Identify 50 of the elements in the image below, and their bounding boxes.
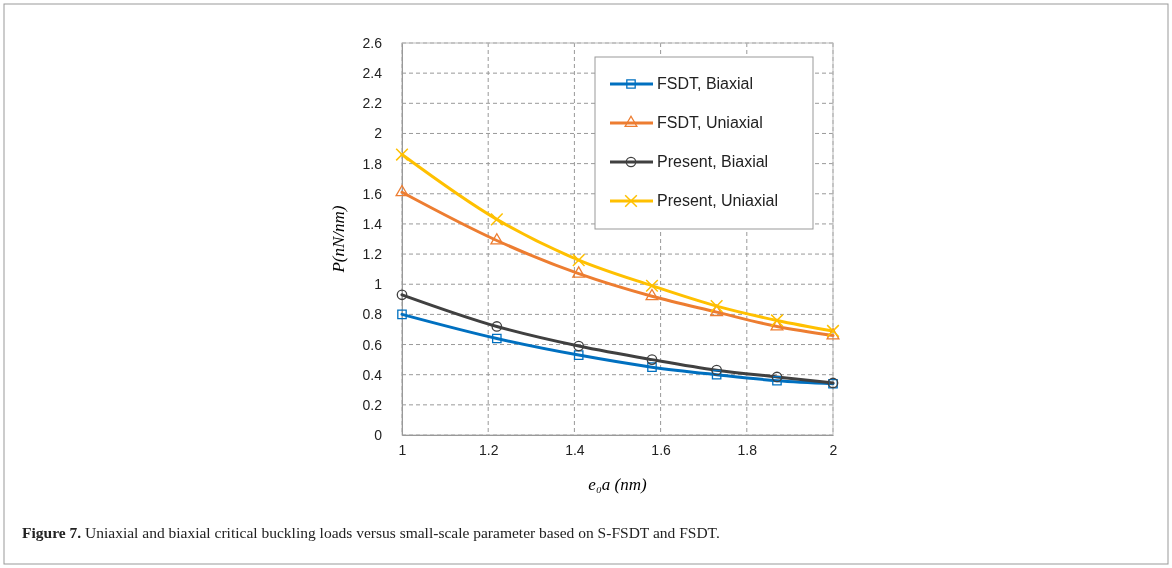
point [573, 350, 584, 360]
y-tick-label: 1.8 [362, 155, 383, 172]
point [645, 279, 659, 293]
legend-label: Present, Biaxial [657, 153, 769, 170]
point [710, 304, 724, 317]
point [491, 321, 503, 332]
point [395, 148, 409, 162]
point [711, 364, 722, 376]
x-tick-label: 1.6 [651, 441, 672, 458]
point [710, 299, 724, 313]
x-tick-label: 1 [398, 441, 407, 458]
y-axis-title: P(nN/nm) [329, 205, 348, 274]
point [490, 233, 504, 245]
y-tick-label: 1.6 [362, 185, 383, 202]
point [490, 212, 504, 226]
y-tick-label: 1 [374, 276, 383, 293]
y-tick-label: 0.4 [362, 366, 383, 383]
y-tick-label: 0.8 [362, 306, 383, 323]
point [395, 184, 409, 197]
point [711, 369, 722, 380]
y-tick-label: 0 [374, 426, 383, 443]
point [770, 313, 784, 327]
point [491, 333, 502, 344]
x-tick-label: 1.2 [478, 441, 499, 458]
y-tick-label: 2.2 [362, 95, 383, 112]
point [396, 289, 408, 301]
point [646, 354, 658, 365]
y-tick-label: 2.6 [362, 34, 383, 51]
point [647, 362, 657, 372]
caption: Figure 7. Uniaxial and biaxial critical buckling loads versus small-scale parameter based on S-FSDT and FSDT. [22, 524, 720, 541]
y-tick-label: 1.2 [362, 246, 383, 263]
point [771, 371, 783, 383]
point [573, 340, 585, 352]
x-tick-label: 1.8 [737, 441, 758, 458]
legend-label: Present, Uniaxial [657, 192, 778, 209]
legend-label: FSDT, Uniaxial [657, 114, 763, 131]
point [572, 253, 586, 267]
point [397, 309, 407, 320]
x-tick-label: 1.4 [565, 441, 585, 458]
y-tick-label: 0.6 [362, 336, 383, 353]
legend-label: FSDT, Biaxial [657, 75, 754, 92]
y-tick-label: 0.2 [362, 396, 383, 413]
y-tick-label: 1.4 [362, 215, 383, 232]
y-tick-label: 2.4 [362, 65, 383, 82]
x-axis-title: e₀a (nm) [588, 475, 647, 494]
point [572, 266, 586, 278]
point [645, 288, 659, 301]
y-tick-label: 2 [374, 125, 383, 142]
point [772, 375, 782, 386]
x-tick-label: 2 [829, 441, 838, 458]
